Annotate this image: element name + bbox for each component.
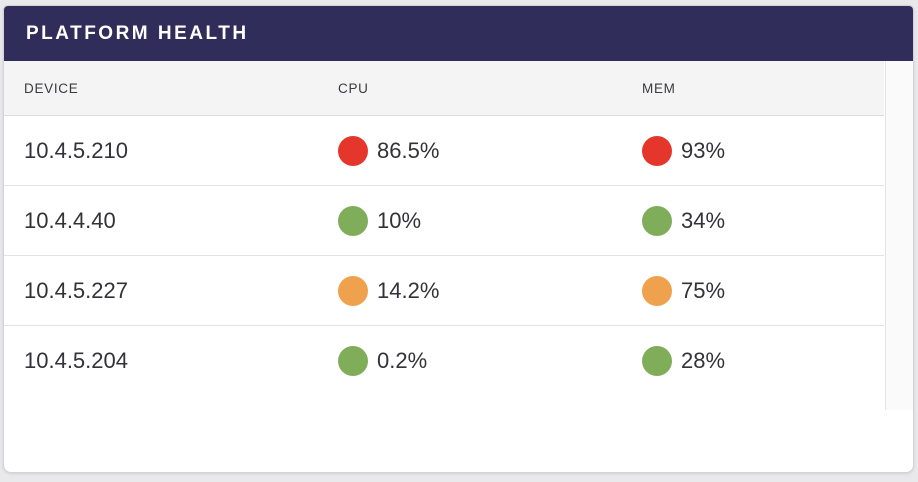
mem-value: 34%	[681, 207, 726, 233]
table-header-row: DEVICE CPU MEM	[4, 61, 884, 116]
device-ip: 10.4.5.204	[24, 348, 128, 373]
platform-health-panel: PLATFORM HEALTH DEVICE CPU MEM 10.4.5.21…	[3, 5, 914, 473]
table-row[interactable]: 10.4.4.40 10% 34%	[4, 186, 884, 256]
device-ip: 10.4.4.40	[24, 207, 116, 233]
cpu-cell: 14.2%	[338, 275, 642, 306]
mem-status-dot-icon	[642, 346, 672, 376]
cpu-value: 86.5%	[377, 137, 440, 163]
table-body: 10.4.5.210 86.5% 93% 10.4.4.40 10% 34% 1…	[4, 116, 884, 396]
mem-cell: 28%	[642, 346, 884, 376]
mem-value: 28%	[681, 348, 726, 373]
mem-status-dot-icon	[642, 275, 672, 306]
mem-value: 75%	[681, 277, 726, 303]
mem-value: 93%	[681, 137, 726, 163]
vertical-scrollbar[interactable]	[885, 61, 913, 410]
cpu-status-dot-icon	[338, 205, 368, 236]
column-header-device: DEVICE	[24, 80, 79, 96]
cpu-status-dot-icon	[338, 346, 368, 376]
column-header-mem: MEM	[642, 80, 676, 96]
mem-cell: 34%	[642, 205, 884, 236]
device-table: DEVICE CPU MEM 10.4.5.210 86.5% 93% 10.4…	[4, 61, 913, 410]
cpu-status-dot-icon	[338, 275, 368, 306]
table-row[interactable]: 10.4.5.227 14.2% 75%	[4, 256, 884, 326]
device-ip: 10.4.5.227	[24, 277, 128, 303]
mem-status-dot-icon	[642, 205, 672, 236]
column-header-cpu: CPU	[338, 80, 369, 96]
cpu-value: 14.2%	[377, 277, 440, 303]
mem-cell: 75%	[642, 275, 884, 306]
cpu-value: 0.2%	[377, 348, 428, 373]
device-ip: 10.4.5.210	[24, 137, 128, 163]
cpu-cell: 86.5%	[338, 135, 642, 166]
panel-title: PLATFORM HEALTH	[26, 22, 249, 44]
cpu-cell: 10%	[338, 205, 642, 236]
cpu-value: 10%	[377, 207, 422, 233]
cpu-status-dot-icon	[338, 135, 368, 166]
cpu-cell: 0.2%	[338, 346, 642, 376]
mem-status-dot-icon	[642, 135, 672, 166]
mem-cell: 93%	[642, 135, 884, 166]
table-row[interactable]: 10.4.5.204 0.2% 28%	[4, 326, 884, 396]
table-row[interactable]: 10.4.5.210 86.5% 93%	[4, 116, 884, 186]
panel-header: PLATFORM HEALTH	[4, 6, 913, 61]
